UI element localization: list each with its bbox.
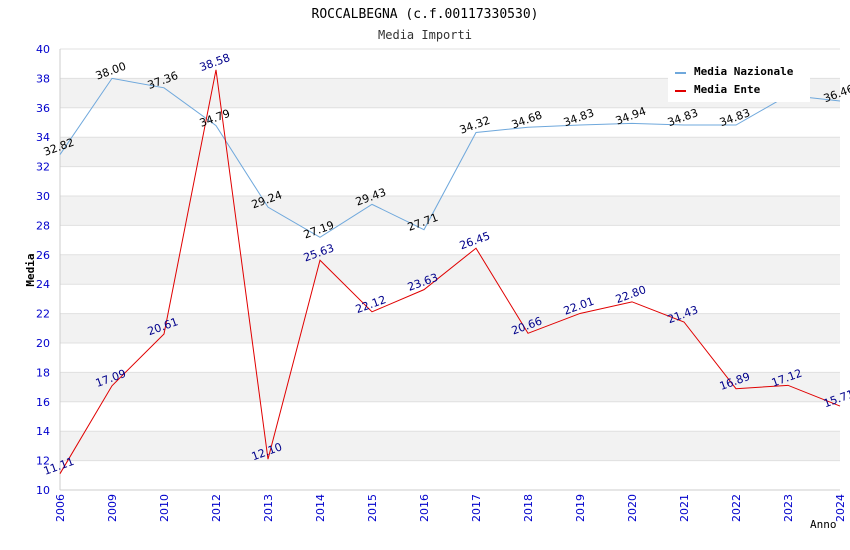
axes — [59, 49, 840, 491]
y-tick-26: 26 — [36, 249, 50, 262]
x-tick-2014: 2014 — [314, 494, 327, 522]
x-tick-2015: 2015 — [366, 494, 379, 522]
x-tick-2021: 2021 — [678, 494, 691, 522]
series-line-1 — [59, 69, 841, 474]
x-tick-2006: 2006 — [54, 494, 67, 522]
band-18-20 — [60, 343, 840, 373]
y-tick-34: 34 — [36, 131, 50, 144]
x-tick-2019: 2019 — [574, 494, 587, 522]
plot-bands — [60, 49, 840, 490]
x-tick-2010: 2010 — [158, 494, 171, 522]
legend: Media Nazionale Media Ente — [668, 60, 810, 102]
legend-label-nazionale: Media Nazionale — [694, 65, 794, 78]
x-tick-2013: 2013 — [262, 494, 275, 522]
band-28-30 — [60, 196, 840, 226]
band-14-16 — [60, 401, 840, 432]
legend-box — [668, 60, 810, 102]
y-tick-16: 16 — [36, 396, 50, 409]
y-tick-10: 10 — [36, 484, 50, 497]
legend-label-ente: Media Ente — [694, 83, 761, 96]
series-lines — [59, 69, 841, 474]
y-tick-38: 38 — [36, 72, 50, 85]
band-26-28 — [60, 225, 840, 255]
x-tick-2022: 2022 — [730, 494, 743, 522]
band-10-12 — [60, 460, 840, 490]
y-tick-22: 22 — [36, 308, 50, 321]
chart-title: ROCCALBEGNA (c.f.00117330530) — [312, 7, 539, 22]
y-tick-12: 12 — [36, 455, 50, 468]
y-tick-labels: 10 12 14 16 18 20 22 24 26 28 30 32 34 36 38 40 — [36, 43, 50, 497]
y-tick-36: 36 — [36, 102, 50, 115]
band-16-18 — [60, 372, 840, 402]
y-tick-14: 14 — [36, 425, 50, 438]
band-12-14 — [60, 431, 840, 461]
y-axis-label: Media — [24, 253, 37, 286]
band-22-24 — [60, 284, 840, 314]
x-tick-2012: 2012 — [210, 494, 223, 522]
band-32-34 — [60, 137, 840, 167]
y-tick-40: 40 — [36, 43, 50, 56]
x-tick-2018: 2018 — [522, 494, 535, 522]
band-20-22 — [60, 313, 840, 343]
y-tick-30: 30 — [36, 190, 50, 203]
y-tick-24: 24 — [36, 278, 50, 291]
band-34-36 — [60, 107, 840, 138]
series-line-0 — [59, 77, 841, 238]
x-tick-2009: 2009 — [106, 494, 119, 522]
y-tick-20: 20 — [36, 337, 50, 350]
y-tick-32: 32 — [36, 161, 50, 174]
x-tick-2020: 2020 — [626, 494, 639, 522]
x-tick-2023: 2023 — [782, 494, 795, 522]
x-tick-2016: 2016 — [418, 494, 431, 522]
x-tick-2017: 2017 — [470, 494, 483, 522]
chart-subtitle: Media Importi — [378, 28, 472, 42]
x-axis-label: Anno — [810, 518, 837, 531]
x-tick-2024: 2024 — [834, 494, 847, 522]
y-tick-28: 28 — [36, 219, 50, 232]
y-tick-18: 18 — [36, 366, 50, 379]
x-tick-labels: 2006 2009 2010 2012 2013 2014 2015 2016 2017 2018… — [54, 494, 847, 522]
